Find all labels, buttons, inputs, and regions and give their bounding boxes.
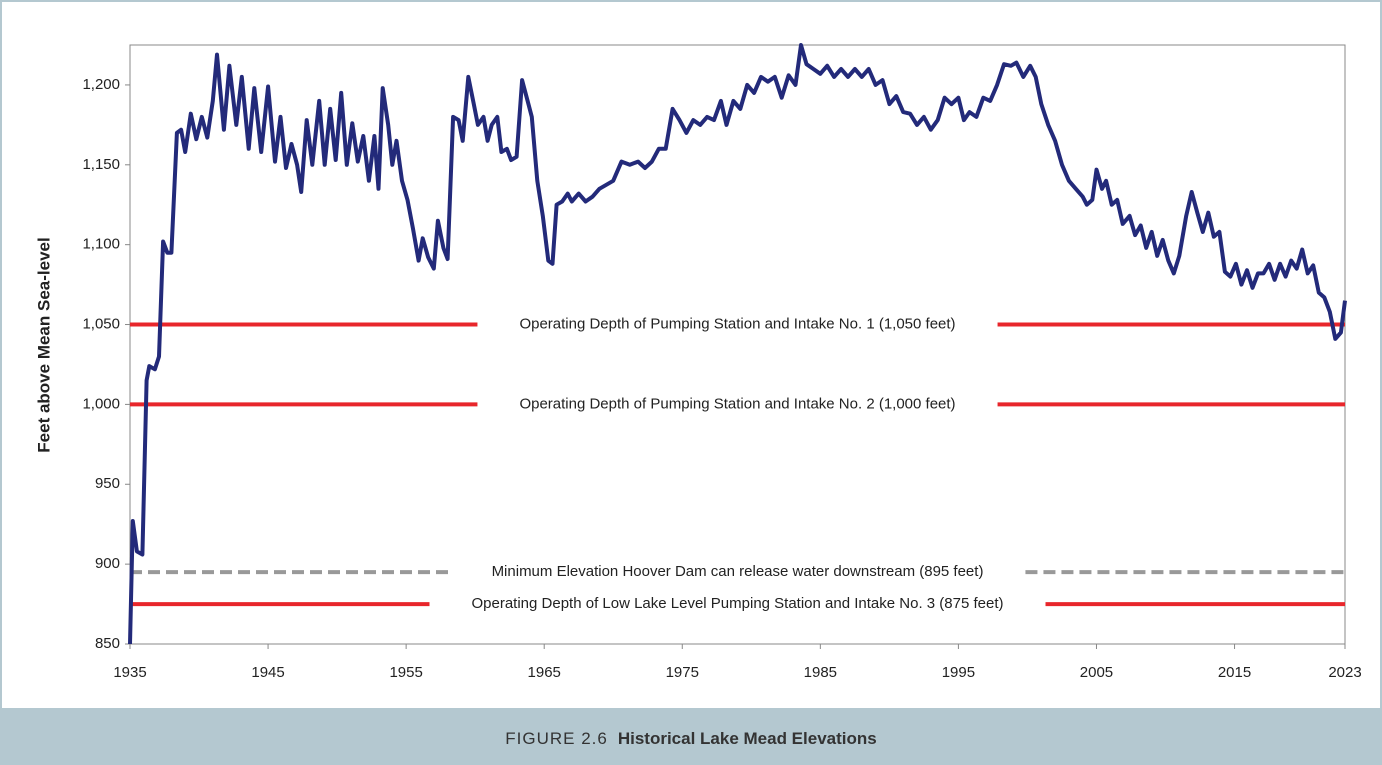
reference-label: Minimum Elevation Hoover Dam can release…: [492, 563, 984, 580]
x-tick-label: 1975: [666, 664, 699, 681]
x-tick-label: 1985: [804, 664, 837, 681]
x-tick-label: 1935: [113, 664, 146, 681]
plot-area: [129, 44, 1346, 645]
caption-band: [0, 708, 1382, 765]
x-tick-label: 1945: [251, 664, 284, 681]
caption: FIGURE 2.6 Historical Lake Mead Elevation…: [505, 729, 876, 748]
y-tick-label: 950: [95, 475, 120, 492]
data-line: [128, 43, 1347, 645]
y-tick-label: 1,050: [82, 316, 120, 333]
y-tick-label: 1,100: [82, 236, 120, 253]
y-tick-label: 1,150: [82, 156, 120, 173]
reference-label: Operating Depth of Pumping Station and I…: [519, 316, 955, 333]
x-tick-label: 2005: [1080, 664, 1113, 681]
x-tick-label: 1995: [942, 664, 975, 681]
x-tick-label: 2015: [1218, 664, 1251, 681]
caption-label: FIGURE 2.6: [505, 729, 608, 748]
caption-title: Historical Lake Mead Elevations: [618, 729, 877, 748]
x-tick-label: 2023: [1328, 664, 1361, 681]
x-tick-label: 1955: [389, 664, 422, 681]
y-axis-label: Feet above Mean Sea-level: [34, 237, 53, 452]
y-tick-label: 1,200: [82, 76, 120, 93]
x-tick-label: 1965: [528, 664, 561, 681]
reference-label: Operating Depth of Pumping Station and I…: [519, 395, 955, 412]
y-tick-label: 900: [95, 555, 120, 572]
reference-label: Operating Depth of Low Lake Level Pumpin…: [471, 595, 1003, 612]
y-tick-label: 1,000: [82, 395, 120, 412]
y-tick-label: 850: [95, 635, 120, 652]
